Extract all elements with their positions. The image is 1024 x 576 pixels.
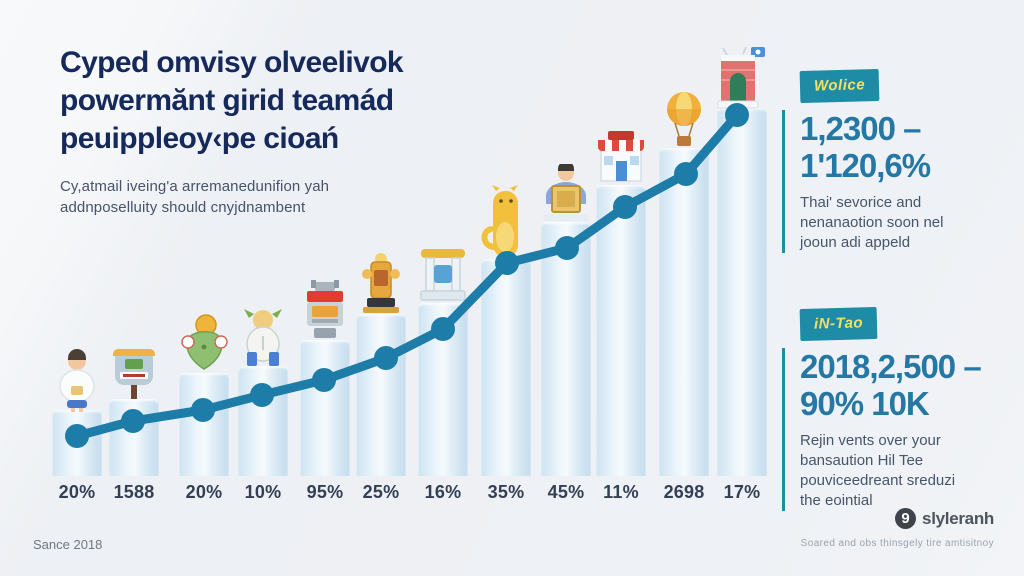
stat-desc-1-line-3: jooun adi appeld	[800, 234, 911, 251]
bar	[300, 340, 350, 476]
bar	[52, 410, 102, 476]
source-note: Sance 2018	[33, 537, 103, 552]
signpost-shop-icon	[108, 339, 160, 401]
brand-logo: 9 slyleranh	[895, 508, 994, 529]
axis-label: 11%	[603, 482, 639, 502]
stat-desc-1-line-2: nenanaotion soon nel	[800, 214, 944, 231]
bar	[179, 373, 229, 476]
stat-value-1-line-2: 1'120,6%	[800, 147, 931, 184]
axis-label: 2698	[663, 482, 705, 502]
robot-grill-icon	[299, 280, 351, 342]
yellow-cat-icon	[480, 185, 532, 261]
bar	[717, 108, 767, 476]
axis-label: 25%	[362, 482, 400, 502]
stat-body-2: 2018,2,500 – 90% 10K Rejin vents over yo…	[782, 348, 1012, 511]
stat-badge-1: Wolice	[799, 68, 880, 104]
stat-desc-1-line-1: Thai' sevorice and	[800, 194, 922, 211]
bar	[356, 314, 406, 476]
castle-gate-icon	[713, 46, 771, 110]
hot-air-balloon-icon	[661, 90, 707, 150]
shrine-gate-icon	[415, 245, 471, 305]
gold-statue-icon	[357, 252, 405, 316]
bar	[541, 222, 591, 476]
bar	[418, 303, 468, 476]
person-kid-icon	[50, 348, 104, 412]
brand-logo-icon: 9	[895, 508, 917, 529]
title-line-1: Cyped omvisy olveelivok	[60, 46, 404, 79]
stat-block-1: Wolice 1,2300 – 1'120,6% Thai' sevorice …	[782, 68, 1012, 253]
stat-block-2: iN-Tao 2018,2,500 – 90% 10K Rejin vents …	[782, 306, 1012, 511]
fine-print: Soared and obs thinsgely tire amtisitnoy	[800, 538, 994, 549]
stat-desc-2: Rejin vents over your bansaution Hil Tee…	[800, 431, 1012, 511]
axis-label: 95%	[306, 482, 344, 502]
bar-chart: 20% 1588 20% 10% 95% 25% 16% 35% 45% 11% 2698 17%	[50, 46, 771, 502]
stat-badge-2: iN-Tao	[799, 306, 878, 342]
brand-name: slyleranh	[922, 508, 994, 528]
axis-label: 35%	[487, 482, 525, 502]
stat-value-2-line-2: 90% 10K	[800, 385, 930, 422]
stat-desc-2-line-1: Rejin vents over your	[800, 432, 941, 449]
axis-label: 1588	[113, 482, 155, 502]
person-box-icon	[537, 164, 595, 224]
stat-value-1-line-1: 1,2300 –	[800, 110, 921, 147]
axis-label: 20%	[185, 482, 223, 502]
stat-desc-2-line-2: bansaution Hil Tee	[800, 452, 924, 469]
stat-desc-2-line-4: the eointial	[800, 492, 873, 509]
axis-label: 10%	[244, 482, 282, 502]
tree-coin-icon	[177, 313, 231, 375]
bar	[596, 185, 646, 476]
axis-label: 16%	[424, 482, 462, 502]
bar	[238, 366, 288, 476]
axis-label: 20%	[58, 482, 96, 502]
shop-store-icon	[593, 129, 649, 187]
axis-label: 17%	[723, 482, 761, 502]
bar	[659, 148, 709, 476]
axis-label: 45%	[547, 482, 585, 502]
stat-body-1: 1,2300 – 1'120,6% Thai' sevorice and nen…	[782, 110, 1012, 253]
bar	[109, 399, 159, 476]
stat-desc-1: Thai' sevorice and nenanaotion soon nel …	[800, 193, 1012, 253]
stat-value-2-line-1: 2018,2,500 –	[800, 348, 982, 385]
stat-desc-2-line-3: pouviceedreant sreduzi	[800, 472, 956, 489]
bar	[481, 259, 531, 476]
viking-kid-icon	[237, 306, 289, 368]
